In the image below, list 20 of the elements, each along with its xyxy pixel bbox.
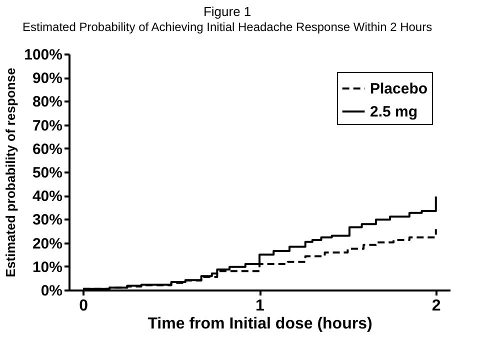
x-tick-label: 2 bbox=[432, 298, 441, 314]
y-axis-title: Estimated probability of response bbox=[3, 68, 18, 278]
y-tick-label: 40% bbox=[32, 188, 62, 206]
y-tick-label: 10% bbox=[32, 258, 62, 276]
y-tick-label: 0% bbox=[40, 282, 62, 300]
y-tick-label: 50% bbox=[32, 164, 62, 182]
y-tick-label: 80% bbox=[32, 94, 62, 111]
legend-label: Placebo bbox=[370, 80, 428, 98]
chart-subtitle: Estimated Probability of Achieving Initial Headache Response Within 2 Hours bbox=[22, 20, 432, 34]
y-tick-label: 70% bbox=[32, 117, 62, 134]
x-axis-title: Time from Initial dose (hours) bbox=[148, 316, 372, 332]
y-tick-label: 60% bbox=[32, 140, 62, 158]
legend-label: 2.5 mg bbox=[370, 104, 418, 120]
y-tick-label: 100% bbox=[24, 46, 62, 64]
y-tick-label: 30% bbox=[32, 212, 62, 229]
chart-title: Figure 1 bbox=[203, 4, 252, 19]
x-tick-label: 1 bbox=[256, 298, 265, 314]
y-tick-label: 20% bbox=[32, 235, 62, 252]
x-tick-label: 0 bbox=[79, 298, 88, 314]
y-tick-label: 90% bbox=[32, 70, 62, 88]
